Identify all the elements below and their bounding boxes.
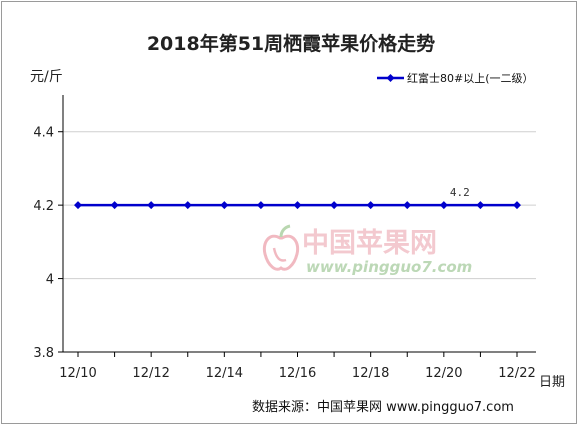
x-tick-label: 12/16 bbox=[279, 366, 316, 381]
data-source: 数据来源：中国苹果网 www.pingguo7.com bbox=[252, 400, 514, 415]
data-point bbox=[256, 201, 265, 210]
legend-entry: 红富士80#以上(一二级） bbox=[407, 71, 534, 85]
legend-marker bbox=[386, 74, 395, 82]
data-point bbox=[403, 201, 412, 210]
data-point bbox=[110, 201, 119, 210]
x-tick-label: 12/18 bbox=[352, 366, 389, 381]
data-point bbox=[220, 201, 229, 210]
y-tick-label: 3.8 bbox=[33, 346, 54, 361]
data-labels: 4.2 bbox=[450, 186, 470, 199]
data-label: 4.2 bbox=[450, 186, 470, 199]
data-point bbox=[293, 201, 302, 210]
y-tick-label: 4.4 bbox=[33, 126, 54, 141]
x-ticks: 12/10 12/12 12/14 12/16 12/18 12/20 12/22 bbox=[59, 352, 536, 381]
watermark-name: 中国苹果网 bbox=[302, 228, 437, 259]
watermark: 中国苹果网 www.pingguo7.com bbox=[262, 224, 472, 276]
data-point bbox=[366, 201, 375, 210]
y-tick-label: 4 bbox=[46, 273, 54, 288]
data-point bbox=[74, 201, 82, 210]
x-tick-label: 12/12 bbox=[132, 366, 169, 381]
y-tick-label: 4.2 bbox=[33, 199, 54, 214]
data-point bbox=[183, 201, 192, 210]
x-tick-label: 12/20 bbox=[425, 366, 462, 381]
x-axis-label: 日期 bbox=[539, 375, 565, 390]
chart-title: 2018年第51周栖霞苹果价格走势 bbox=[147, 32, 435, 55]
data-point bbox=[147, 201, 156, 210]
watermark-url: www.pingguo7.com bbox=[306, 258, 472, 276]
apple-logo bbox=[262, 224, 300, 271]
x-tick-label: 12/14 bbox=[206, 366, 243, 381]
data-point bbox=[330, 201, 339, 210]
y-axis-unit: 元/斤 bbox=[30, 69, 63, 85]
x-tick-label: 12/22 bbox=[498, 366, 535, 381]
legend: 红富士80#以上(一二级） bbox=[377, 71, 534, 85]
data-point bbox=[476, 201, 485, 210]
x-tick-label: 12/10 bbox=[59, 366, 96, 381]
data-point bbox=[439, 201, 448, 210]
y-ticks: 3.8 4 4.2 4.4 bbox=[33, 126, 63, 361]
series-layer bbox=[74, 201, 521, 210]
data-point bbox=[513, 201, 521, 210]
